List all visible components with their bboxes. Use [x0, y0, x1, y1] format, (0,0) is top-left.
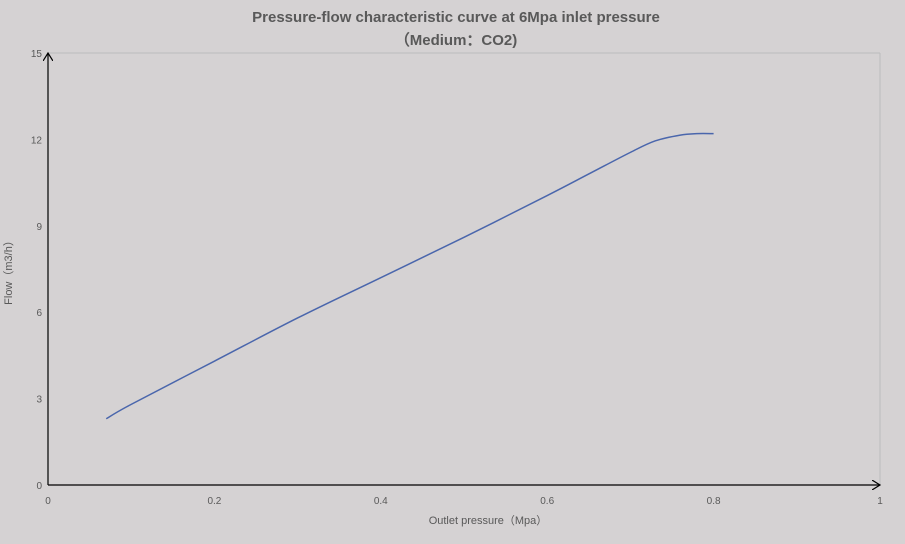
- chart-title: Pressure-flow characteristic curve at 6M…: [252, 9, 660, 26]
- x-axis-label: Outlet pressure（Mpa）: [429, 514, 548, 527]
- x-tick-label: 0.4: [374, 496, 388, 507]
- y-tick-label: 9: [36, 222, 42, 233]
- x-tick-label: 0.2: [207, 496, 221, 507]
- x-tick-labels: 0 0.2 0.4 0.6 0.8 1: [45, 496, 883, 507]
- y-tick-label: 0: [36, 481, 42, 492]
- x-tick-label: 0.8: [707, 496, 721, 507]
- series-line-0: [105, 132, 714, 420]
- y-tick-label: 15: [31, 49, 43, 60]
- chart-subtitle: （Medium：CO2): [395, 31, 518, 49]
- x-tick-label: 0: [45, 496, 51, 507]
- y-axis-label: Flow（m3/h）: [2, 235, 15, 305]
- x-tick-label: 1: [877, 496, 883, 507]
- series-group: [105, 132, 714, 420]
- y-tick-label: 12: [31, 135, 43, 146]
- y-tick-label: 3: [36, 395, 42, 406]
- y-tick-label: 6: [36, 308, 42, 319]
- x-tick-label: 0.6: [540, 496, 554, 507]
- y-tick-labels: 0 3 6 9 12 15: [31, 49, 43, 492]
